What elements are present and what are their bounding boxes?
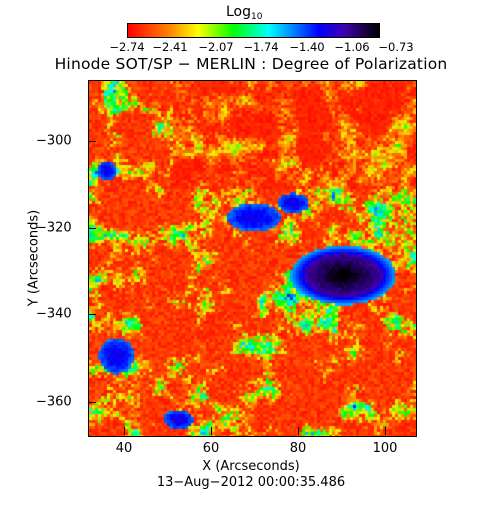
y-tick-label: −360 xyxy=(36,394,72,410)
y-tick-mark xyxy=(88,228,96,229)
y-tick-label: −320 xyxy=(36,220,72,236)
x-tick-mark xyxy=(298,427,299,435)
x-tick-mark xyxy=(385,427,386,435)
polarization-map xyxy=(88,80,417,437)
x-tick-mark xyxy=(211,427,212,435)
y-axis-label: Y (Arcseconds) xyxy=(26,209,42,307)
y-tick-mark xyxy=(88,141,96,142)
colorbar-tick-label: −1.74 xyxy=(243,40,279,54)
y-tick-label: −300 xyxy=(36,133,72,149)
polarization-map-image xyxy=(89,81,416,436)
x-tick-label: 80 xyxy=(289,441,307,456)
x-tick-label: 40 xyxy=(115,441,133,456)
observation-timestamp: 13−Aug−2012 00:00:35.486 xyxy=(156,475,346,490)
colorbar-label-main: Log xyxy=(226,4,252,20)
colorbar-tick-label: −2.41 xyxy=(152,40,188,54)
x-axis-label: X (Arcseconds) xyxy=(202,459,300,474)
colorbar-label-subscript: 10 xyxy=(251,12,263,22)
y-tick-mark xyxy=(88,314,96,315)
x-tick-label: 60 xyxy=(202,441,220,456)
colorbar-tick-label: −0.73 xyxy=(378,40,414,54)
colorbar-tick-label: −2.07 xyxy=(198,40,234,54)
colorbar xyxy=(127,23,380,38)
y-tick-label: −340 xyxy=(36,306,72,322)
plot-title: Hinode SOT/SP − MERLIN : Degree of Polar… xyxy=(54,55,448,73)
colorbar-tick-label: −1.40 xyxy=(289,40,325,54)
y-tick-mark xyxy=(88,402,96,403)
colorbar-tick-label: −1.06 xyxy=(334,40,370,54)
colorbar-label: Log10 xyxy=(226,4,262,22)
colorbar-tick-label: −2.74 xyxy=(109,40,145,54)
x-tick-mark xyxy=(124,427,125,435)
x-tick-label: 100 xyxy=(372,441,398,456)
colorbar-tick-labels: −2.74 −2.41 −2.07 −1.74 −1.40 −1.06 −0.7… xyxy=(109,40,413,54)
